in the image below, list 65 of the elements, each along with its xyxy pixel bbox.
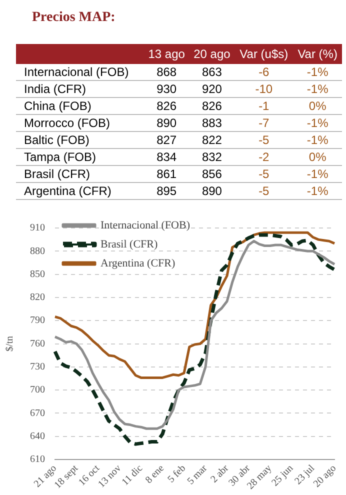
data-label: -2 (234, 148, 294, 166)
legend-label: Brasil (CFR) (100, 238, 158, 250)
data-label: 0% (293, 98, 342, 114)
data-label: -1% (293, 114, 342, 132)
data-label: 856 (189, 166, 235, 182)
data-label: 822 (189, 132, 235, 148)
data-label: 868 (144, 64, 190, 80)
data-label: -1% (293, 166, 342, 182)
legend-label: Argentina (CFR) (100, 257, 176, 270)
x-tick-label: 5 feb (166, 462, 188, 486)
y-tick-label: 880 (30, 246, 45, 257)
data-label: -1% (293, 80, 342, 98)
x-tick-label: 11 dic (120, 462, 146, 488)
x-tick-label: Var (u$s) (234, 44, 294, 64)
data-label: -1 (234, 98, 294, 114)
data-label: -5 (234, 132, 294, 148)
y-tick-label: 670 (30, 408, 45, 419)
data-label: 0% (293, 148, 342, 166)
y-tick-label: Internacional (FOB) (16, 64, 144, 80)
y-tick-label: China (FOB) (16, 98, 144, 114)
y-tick-label: 700 (30, 384, 45, 396)
data-label: -1% (293, 132, 342, 148)
y-tick-label: Argentina (CFR) (16, 182, 144, 200)
chart-title: Precios MAP: (32, 10, 116, 26)
data-label: 883 (189, 114, 235, 132)
legend-label: Internacional (FOB) (100, 219, 190, 232)
x-tick-label: 25 jun (270, 462, 296, 489)
data-label: 895 (144, 182, 190, 200)
y-tick-label: 730 (30, 362, 45, 373)
data-label: -5 (234, 166, 294, 182)
data-label: 863 (189, 64, 235, 80)
y-tick-label: 610 (30, 454, 45, 466)
data-label: -1% (293, 182, 342, 200)
data-label: -10 (234, 80, 294, 98)
y-tick-label: 820 (30, 292, 45, 304)
y-tick-label: India (CFR) (16, 80, 144, 98)
data-label: 920 (189, 80, 235, 98)
y-tick-label: 760 (30, 338, 45, 350)
data-label: 832 (189, 148, 235, 166)
data-label: -7 (234, 114, 294, 132)
x-tick-label: 13 ago (144, 44, 190, 64)
y-tick-label: 640 (30, 430, 45, 442)
data-label: 826 (189, 98, 235, 114)
y-tick-label: Baltic (FOB) (16, 132, 144, 148)
y-axis-title: $/tn (4, 336, 16, 352)
y-tick-label: 790 (30, 315, 45, 326)
data-label: 827 (144, 132, 190, 148)
x-tick-label: 5 mar (185, 462, 210, 488)
x-tick-label: 8 ene (144, 462, 167, 486)
y-tick-label: 850 (30, 268, 45, 280)
data-label: 890 (144, 114, 190, 132)
data-label: 834 (144, 148, 190, 166)
x-tick-label: Var (%) (293, 44, 342, 64)
data-label: 861 (144, 166, 190, 182)
data-label: 890 (189, 182, 235, 200)
y-tick-label: 910 (30, 222, 45, 234)
data-label: -5 (234, 182, 294, 200)
data-label: -6 (234, 64, 294, 80)
x-tick-label: 20 ago (189, 44, 235, 64)
y-tick-label: Brasil (CFR) (16, 166, 144, 182)
y-tick-label: Tampa (FOB) (16, 148, 144, 166)
y-tick-label: Morrocco (FOB) (16, 114, 144, 132)
data-label: 930 (144, 80, 190, 98)
data-label: 826 (144, 98, 190, 114)
data-label: -1% (293, 64, 342, 80)
